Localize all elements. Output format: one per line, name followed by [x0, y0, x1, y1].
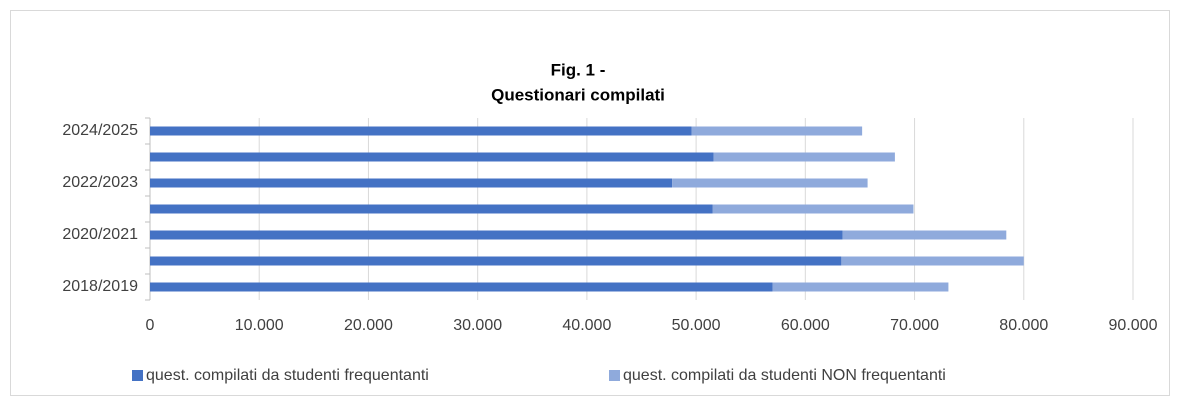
bar: [150, 178, 673, 188]
legend-label: quest. compilati da studenti NON frequen…: [623, 367, 946, 384]
x-tick-label: 80.000: [999, 317, 1048, 334]
legend-swatch: [609, 370, 620, 381]
bar: [691, 126, 863, 136]
x-tick-label: 0: [146, 317, 155, 334]
x-tick-label: 70.000: [890, 317, 939, 334]
bar: [150, 152, 714, 162]
bar: [150, 204, 713, 214]
chart-subtitle: Questionari compilati: [491, 85, 665, 104]
y-tick-label: 2024/2025: [62, 122, 138, 139]
bar: [150, 282, 773, 292]
chart-title: Fig. 1 -: [551, 60, 606, 79]
bar: [150, 230, 843, 240]
bar: [150, 126, 692, 136]
bar: [672, 178, 868, 188]
chart-frame: [10, 10, 1170, 396]
y-tick-label: 2018/2019: [62, 278, 138, 295]
bar: [772, 282, 949, 292]
legend-swatch: [132, 370, 143, 381]
bar: [712, 204, 914, 214]
legend-label: quest. compilati da studenti frequentant…: [146, 367, 429, 384]
x-tick-label: 90.000: [1109, 317, 1158, 334]
bar: [842, 230, 1007, 240]
y-tick-label: 2022/2023: [62, 174, 138, 191]
x-tick-label: 60.000: [781, 317, 830, 334]
x-tick-label: 10.000: [235, 317, 284, 334]
bar: [150, 256, 842, 266]
x-tick-label: 40.000: [562, 317, 611, 334]
y-tick-label: 2020/2021: [62, 226, 138, 243]
x-tick-label: 30.000: [453, 317, 502, 334]
x-tick-label: 50.000: [672, 317, 721, 334]
x-tick-label: 20.000: [344, 317, 393, 334]
bar: [713, 152, 895, 162]
bar: [841, 256, 1024, 266]
